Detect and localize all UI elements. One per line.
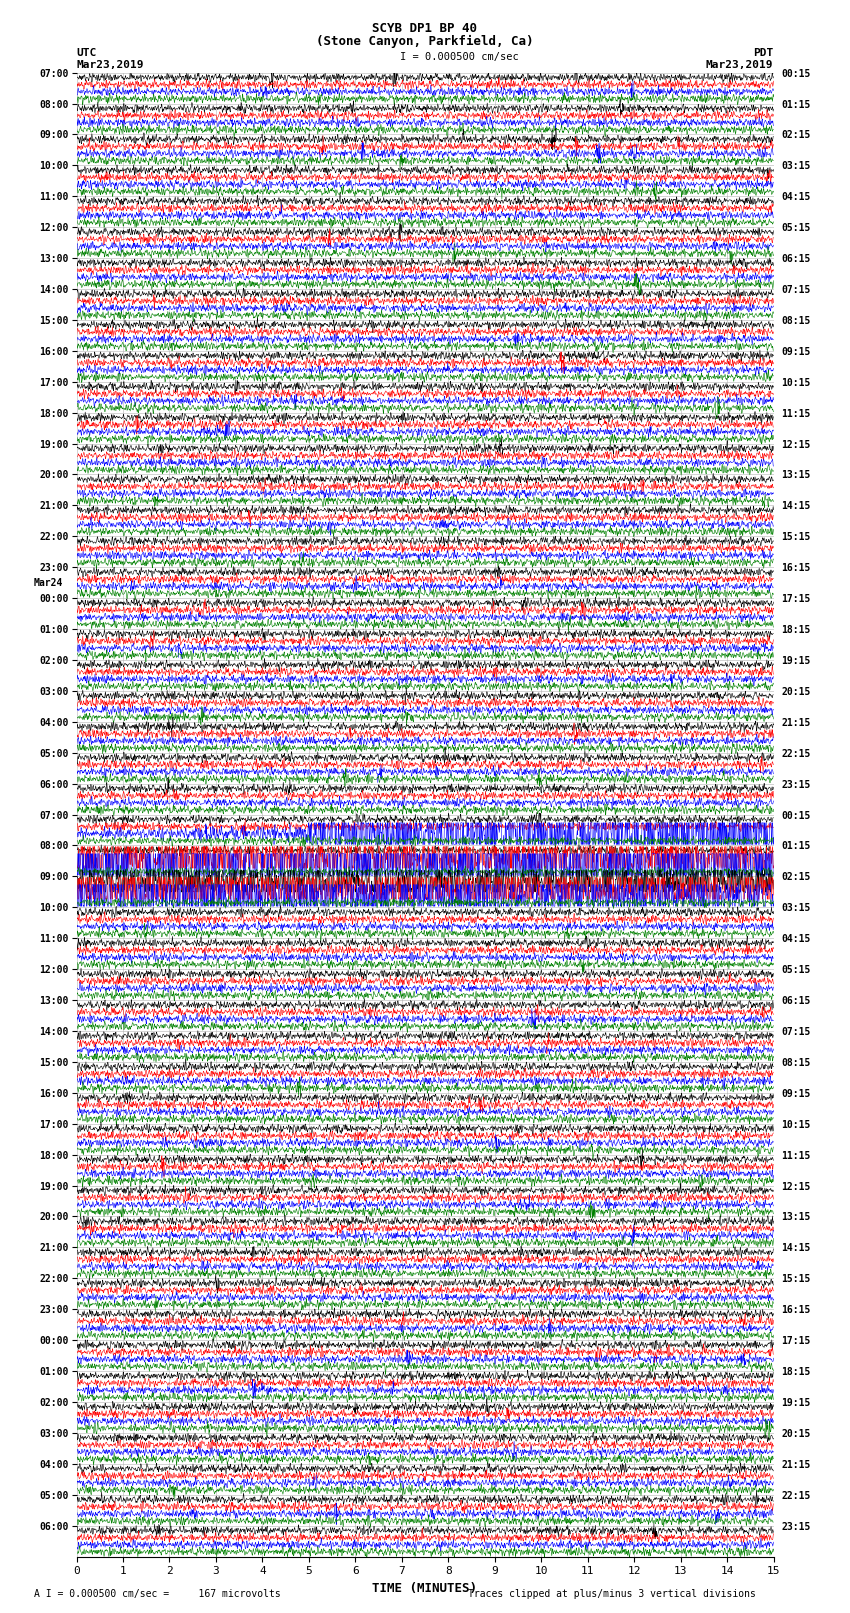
Text: SCYB DP1 BP 40: SCYB DP1 BP 40: [372, 23, 478, 35]
Text: Mar23,2019: Mar23,2019: [706, 60, 774, 69]
Text: Traces clipped at plus/minus 3 vertical divisions: Traces clipped at plus/minus 3 vertical …: [468, 1589, 756, 1598]
Text: A I = 0.000500 cm/sec =     167 microvolts: A I = 0.000500 cm/sec = 167 microvolts: [34, 1589, 280, 1598]
Text: UTC: UTC: [76, 48, 97, 58]
Text: I = 0.000500 cm/sec: I = 0.000500 cm/sec: [400, 52, 518, 61]
Text: (Stone Canyon, Parkfield, Ca): (Stone Canyon, Parkfield, Ca): [316, 35, 534, 48]
Text: Mar23,2019: Mar23,2019: [76, 60, 144, 69]
X-axis label: TIME (MINUTES): TIME (MINUTES): [372, 1582, 478, 1595]
Text: PDT: PDT: [753, 48, 774, 58]
Text: Mar24: Mar24: [33, 577, 63, 587]
